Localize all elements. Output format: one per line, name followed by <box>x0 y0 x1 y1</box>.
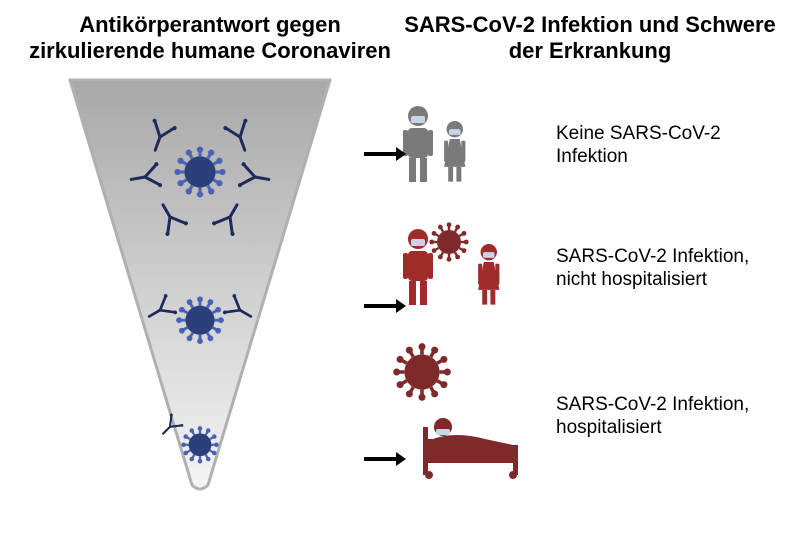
outcome-icon-none <box>400 104 540 189</box>
virus-icon <box>434 227 470 268</box>
outcome-row-mild: SARS-CoV-2 Infektion,nicht hospitalisier… <box>400 227 780 312</box>
antibody-cluster-severe <box>150 395 250 500</box>
header-left: Antikörperantwort gegen zirkulierende hu… <box>20 12 400 65</box>
outcome-row-none: Keine SARS-CoV-2Infektion <box>400 104 780 189</box>
arrow-severe <box>362 449 406 474</box>
outcome-label-severe: SARS-CoV-2 Infektion,hospitalisiert <box>556 394 780 440</box>
virus-icon <box>400 350 450 405</box>
arrow-mild <box>362 296 406 321</box>
outcome-label-none: Keine SARS-CoV-2Infektion <box>556 123 780 169</box>
person-female-icon <box>440 119 470 189</box>
hospital-bed-icon <box>415 409 525 484</box>
outcome-label-mild: SARS-CoV-2 Infektion,nicht hospitalisier… <box>556 246 780 292</box>
antibody-cluster-mild <box>145 265 255 380</box>
arrow-none <box>362 144 406 169</box>
header-right: SARS-CoV-2 Infektion und Schwere der Erk… <box>400 12 780 65</box>
outcome-icon-mild <box>400 227 540 312</box>
person-female-icon <box>474 242 504 312</box>
outcome-icon-severe <box>400 350 540 484</box>
left-column <box>0 65 400 523</box>
outcome-row-severe: SARS-CoV-2 Infektion,hospitalisiert <box>400 350 780 484</box>
antibody-cluster-none <box>143 115 257 234</box>
right-column: Keine SARS-CoV-2Infektion <box>400 65 800 523</box>
